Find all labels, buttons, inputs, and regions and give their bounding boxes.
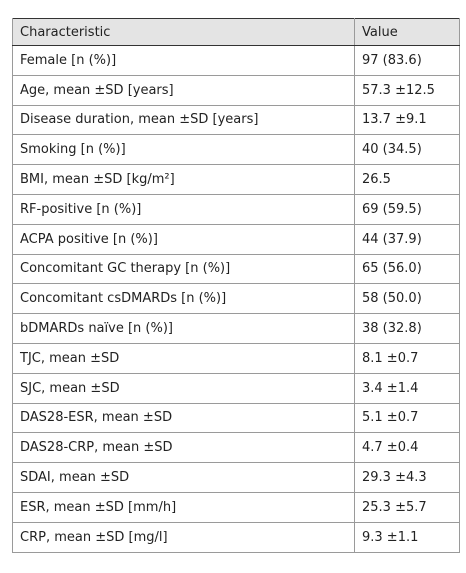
- table-row: BMI, mean ±SD [kg/m²] 26.5: [12, 164, 460, 195]
- characteristic-cell: ESR, mean ±SD [mm/h]: [12, 492, 355, 523]
- characteristic-cell: Concomitant GC therapy [n (%)]: [12, 254, 355, 285]
- characteristic-cell: BMI, mean ±SD [kg/m²]: [12, 164, 355, 195]
- characteristic-cell: DAS28-ESR, mean ±SD: [12, 403, 355, 434]
- characteristic-cell: bDMARDs naïve [n (%)]: [12, 313, 355, 344]
- characteristic-cell: Age, mean ±SD [years]: [12, 75, 355, 106]
- table-row: Concomitant GC therapy [n (%)] 65 (56.0): [12, 254, 460, 285]
- value-cell: 97 (83.6): [354, 45, 460, 76]
- table-row: Disease duration, mean ±SD [years] 13.7 ±…: [12, 105, 460, 136]
- value-cell: 58 (50.0): [354, 283, 460, 315]
- table-row: Smoking [n (%)] 40 (34.5): [12, 134, 460, 166]
- table-row: Female [n (%)] 97 (83.6): [12, 45, 460, 76]
- value-cell: 38 (32.8): [354, 313, 460, 344]
- table-row: ACPA positive [n (%)] 44 (37.9): [12, 224, 460, 255]
- table-row: Age, mean ±SD [years] 57.3 ±12.5: [12, 75, 460, 106]
- table: Characteristic Value Female [n (%)] 97 (8…: [12, 18, 460, 553]
- table-row: DAS28-ESR, mean ±SD 5.1 ±0.7: [12, 403, 460, 434]
- characteristic-cell: RF-positive [n (%)]: [12, 194, 355, 225]
- table-row: bDMARDs naïve [n (%)] 38 (32.8): [12, 313, 460, 344]
- table-body: Female [n (%)] 97 (83.6) Age, mean ±SD [ye…: [12, 45, 460, 553]
- characteristic-cell: CRP, mean ±SD [mg/l]: [12, 522, 355, 553]
- characteristic-cell: SDAI, mean ±SD: [12, 462, 355, 493]
- characteristic-cell: Smoking [n (%)]: [12, 134, 355, 166]
- value-cell: 40 (34.5): [354, 134, 460, 166]
- header-cell: Characteristic: [12, 18, 355, 46]
- value-cell: 44 (37.9): [354, 224, 460, 255]
- characteristic-cell: ACPA positive [n (%)]: [12, 224, 355, 255]
- value-cell: 69 (59.5): [354, 194, 460, 225]
- characteristic-cell: SJC, mean ±SD: [12, 373, 355, 404]
- table-row: DAS28-CRP, mean ±SD 4.7 ±0.4: [12, 432, 460, 464]
- characteristic-cell: Female [n (%)]: [12, 45, 355, 76]
- table-row: SDAI, mean ±SD 29.3 ±4.3: [12, 462, 460, 493]
- table-row: ESR, mean ±SD [mm/h] 25.3 ±5.7: [12, 492, 460, 523]
- table-row: CRP, mean ±SD [mg/l] 9.3 ±1.1: [12, 522, 460, 553]
- table-row: TJC, mean ±SD 8.1 ±0.7: [12, 343, 460, 374]
- value-cell: 25.3 ±5.7: [354, 492, 460, 523]
- value-cell: 26.5: [354, 164, 460, 195]
- value-cell: 29.3 ±4.3: [354, 462, 460, 493]
- value-cell: 4.7 ±0.4: [354, 432, 460, 464]
- value-cell: 5.1 ±0.7: [354, 403, 460, 434]
- value-cell: 65 (56.0): [354, 254, 460, 285]
- value-cell: 57.3 ±12.5: [354, 75, 460, 106]
- value-cell: 3.4 ±1.4: [354, 373, 460, 404]
- table-row: RF-positive [n (%)] 69 (59.5): [12, 194, 460, 225]
- characteristic-cell: Disease duration, mean ±SD [years]: [12, 105, 355, 136]
- characteristic-cell: DAS28-CRP, mean ±SD: [12, 432, 355, 464]
- table-row: Concomitant csDMARDs [n (%)] 58 (50.0): [12, 283, 460, 315]
- value-cell: 8.1 ±0.7: [354, 343, 460, 374]
- characteristic-cell: Concomitant csDMARDs [n (%)]: [12, 283, 355, 315]
- value-cell: 9.3 ±1.1: [354, 522, 460, 553]
- header-cell: Value: [354, 18, 460, 46]
- characteristic-cell: TJC, mean ±SD: [12, 343, 355, 374]
- value-cell: 13.7 ±9.1: [354, 105, 460, 136]
- header-row: Characteristic Value: [12, 18, 460, 46]
- table-row: SJC, mean ±SD 3.4 ±1.4: [12, 373, 460, 404]
